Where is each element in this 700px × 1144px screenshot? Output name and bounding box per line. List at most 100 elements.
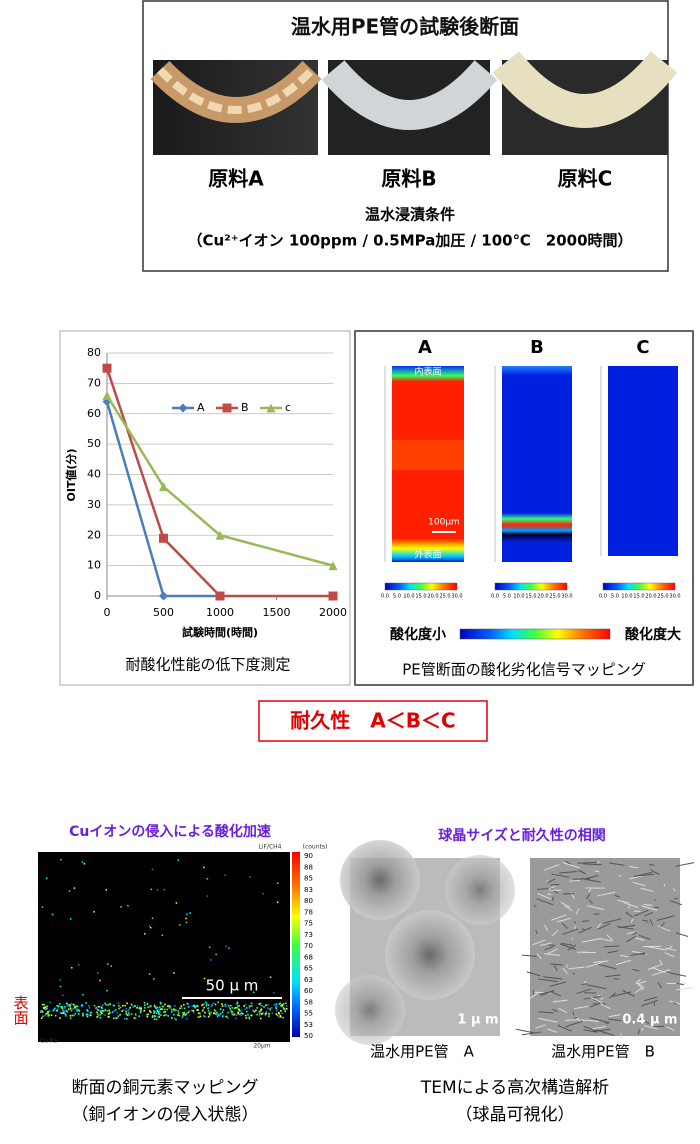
dot — [46, 1005, 49, 1008]
fibril — [536, 953, 542, 960]
fibril — [598, 938, 612, 942]
dot — [74, 1012, 77, 1015]
fibril — [620, 1033, 623, 1038]
dot — [63, 1007, 66, 1009]
dot — [215, 953, 217, 956]
fibril — [583, 1029, 598, 1033]
fibril — [599, 1002, 611, 1010]
dot — [62, 1008, 64, 1011]
dot — [163, 1011, 165, 1014]
fibril — [675, 932, 689, 937]
tem-caption: TEMによる高次構造解析 — [420, 1078, 609, 1098]
fibril — [581, 920, 590, 922]
fibril — [535, 1024, 546, 1029]
dot — [153, 978, 155, 980]
tem-texture — [515, 860, 695, 1038]
fibril — [550, 963, 564, 966]
dot — [247, 1013, 249, 1016]
fibril — [592, 1028, 611, 1033]
dot — [183, 1011, 186, 1014]
dot — [88, 1007, 91, 1009]
fibril — [530, 991, 540, 999]
dot — [285, 1008, 288, 1010]
dot — [97, 1009, 99, 1011]
dot — [128, 1008, 131, 1011]
bar-tick: 10.0 — [403, 594, 414, 600]
panel-label: C — [636, 337, 649, 358]
fibril — [552, 1008, 558, 1012]
dot — [253, 1010, 256, 1013]
dot — [136, 1004, 139, 1007]
dot — [193, 1004, 196, 1007]
fibril — [636, 980, 647, 985]
dot — [270, 1006, 273, 1009]
dot — [258, 1014, 261, 1017]
dot — [146, 1013, 148, 1016]
dot — [117, 1002, 120, 1004]
dot — [48, 1010, 51, 1012]
dot — [225, 1005, 227, 1008]
fibril — [620, 954, 628, 958]
dot — [194, 1006, 196, 1008]
count-label: 63 — [304, 976, 313, 984]
dot — [126, 1014, 129, 1016]
dot — [72, 1008, 74, 1010]
fibril — [565, 1019, 580, 1021]
dot — [111, 1011, 114, 1013]
bar-tick: 25.0 — [439, 594, 450, 600]
fibril — [553, 964, 558, 972]
dot — [60, 1012, 63, 1015]
dot — [69, 1017, 72, 1020]
dot — [72, 1003, 75, 1006]
dot — [203, 977, 206, 980]
fibril — [627, 904, 631, 909]
copper-dots — [40, 858, 288, 1021]
dot — [74, 1006, 77, 1009]
dot — [81, 861, 84, 863]
count-bar — [292, 852, 300, 1037]
dot — [116, 1011, 119, 1014]
dot — [177, 1012, 180, 1014]
fibril — [526, 971, 541, 977]
fibril — [587, 984, 607, 990]
detector: LiF/CH4 — [258, 844, 281, 851]
dot — [217, 1001, 219, 1004]
dot — [232, 1014, 235, 1016]
dot — [181, 1015, 184, 1017]
fibril — [562, 862, 581, 869]
fibril — [612, 991, 632, 997]
y-tick-label: 80 — [87, 346, 101, 359]
dot — [62, 1012, 65, 1014]
dot — [229, 1007, 231, 1010]
fibril — [647, 964, 661, 971]
fibril — [604, 974, 621, 978]
dot — [279, 1014, 282, 1017]
dot — [204, 1001, 207, 1004]
map-low: 酸化度小 — [390, 626, 446, 643]
condition: （Cu²⁺イオン 100ppm / 0.5MPa加圧 / 100℃ 2000時間… — [187, 232, 632, 250]
dot — [86, 1010, 89, 1012]
fibril — [664, 952, 675, 958]
fibril — [546, 880, 549, 882]
dot — [228, 1006, 231, 1008]
dot — [275, 1003, 278, 1006]
dot — [221, 1005, 224, 1007]
fibril — [638, 934, 651, 940]
fibril — [638, 984, 644, 991]
dot — [73, 1007, 76, 1009]
fibril — [568, 966, 586, 970]
fibril — [634, 937, 645, 941]
dot — [117, 1016, 119, 1018]
label: 原料B — [381, 167, 436, 191]
fibril — [549, 981, 567, 987]
dot — [249, 876, 251, 878]
dot — [262, 893, 264, 895]
dot — [154, 1006, 157, 1009]
dot — [236, 1002, 238, 1005]
dot — [173, 972, 175, 974]
dot — [159, 1001, 162, 1004]
dot — [161, 934, 164, 937]
dot — [156, 1010, 159, 1013]
dot — [74, 1005, 76, 1008]
dot — [175, 902, 178, 904]
